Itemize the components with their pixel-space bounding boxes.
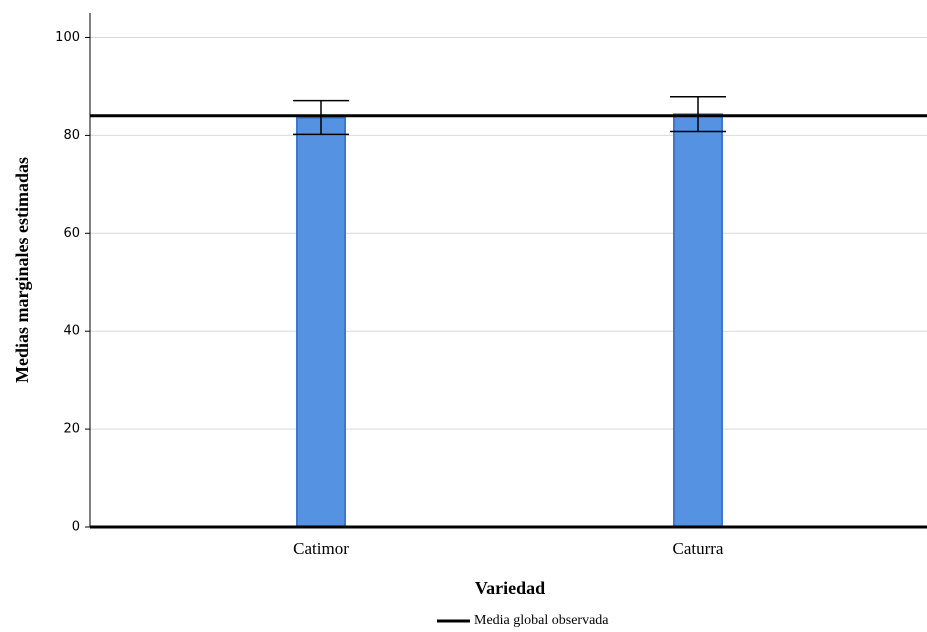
x-tick-label: Catimor [293,539,349,558]
y-tick-label: 0 [72,520,80,535]
y-tick-label: 80 [63,128,80,143]
x-axis-title: Variedad [475,578,545,598]
legend-label: Media global observada [474,613,609,628]
y-tick-label: 40 [63,324,80,339]
x-tick-label: Caturra [673,539,724,558]
y-tick-label: 100 [55,30,80,45]
y-axis-title: Medias marginales estimadas [12,157,32,383]
y-tick-label: 60 [63,226,80,241]
error-bar [293,99,349,136]
bar [673,113,723,529]
error-bar [670,95,726,133]
bar [296,116,346,529]
y-tick-label: 20 [63,422,80,437]
